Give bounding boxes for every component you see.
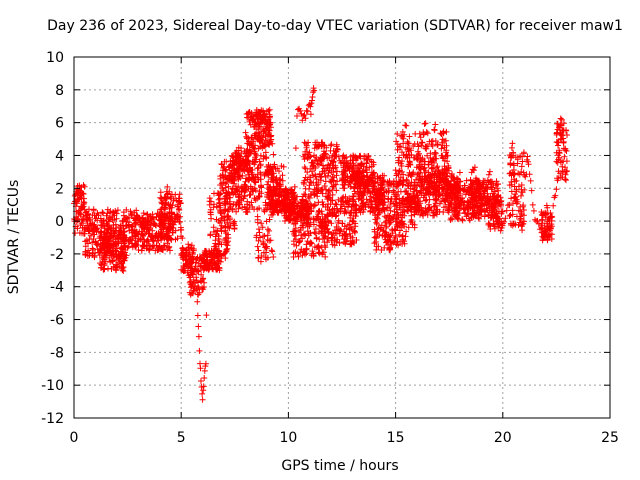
y-tick-label: -12 bbox=[41, 411, 64, 427]
x-tick-labels: 0 5 10 15 20 25 bbox=[70, 430, 619, 446]
x-axis-label: GPS time / hours bbox=[281, 458, 398, 474]
y-tick-label: -4 bbox=[50, 280, 64, 296]
y-tick-label: 6 bbox=[55, 116, 64, 132]
x-tick-label: 0 bbox=[70, 430, 79, 446]
x-tick-label: 20 bbox=[494, 430, 512, 446]
x-tick-label: 15 bbox=[387, 430, 405, 446]
y-tick-label: 0 bbox=[55, 214, 64, 230]
y-tick-label: -6 bbox=[50, 313, 64, 329]
x-tick-label: 25 bbox=[601, 430, 619, 446]
plot-frame bbox=[73, 56, 611, 419]
y-axis-label: SDTVAR / TECUs bbox=[6, 180, 22, 295]
x-tick-label: 10 bbox=[279, 430, 297, 446]
y-tick-label: -2 bbox=[50, 247, 64, 263]
y-tick-label: 8 bbox=[55, 83, 64, 99]
y-tick-label: -10 bbox=[41, 378, 64, 394]
chart-title: Day 236 of 2023, Sidereal Day-to-day VTE… bbox=[47, 18, 623, 34]
y-tick-label: 4 bbox=[55, 148, 64, 164]
axis-ticks bbox=[73, 56, 611, 419]
x-tick-label: 5 bbox=[177, 430, 186, 446]
y-tick-labels: -12 -10 -8 -6 -4 -2 0 2 4 6 8 10 bbox=[41, 50, 64, 427]
y-tick-label: 2 bbox=[55, 181, 64, 197]
y-tick-label: 10 bbox=[46, 50, 64, 66]
y-tick-label: -8 bbox=[50, 345, 64, 361]
